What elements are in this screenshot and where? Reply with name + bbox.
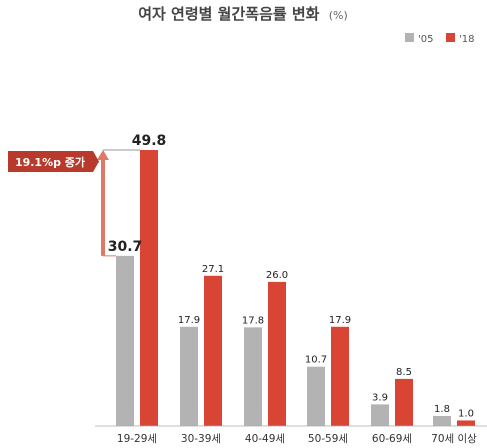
value-label-2005-1: 17.9 bbox=[178, 315, 200, 326]
bar-2005-0 bbox=[116, 255, 134, 426]
value-labels-group: 30.7 49.8 17.9 27.1 17.8 26.0 10.7 17.9 3.9 8.5 1.… bbox=[108, 133, 474, 419]
bar-2005-1 bbox=[180, 326, 198, 426]
value-label-2018-3: 17.9 bbox=[329, 315, 351, 326]
callout-box-pointer bbox=[93, 151, 99, 172]
bar-2018-4 bbox=[395, 378, 413, 426]
chart-title-unit: (%) bbox=[329, 9, 348, 22]
value-label-2018-1: 27.1 bbox=[202, 264, 224, 275]
value-label-2005-4: 3.9 bbox=[372, 392, 388, 403]
bar-2005-4 bbox=[371, 404, 389, 426]
callout-arrow-shaft bbox=[101, 159, 105, 256]
legend-label-0: '05 bbox=[418, 34, 433, 45]
category-label-3: 50-59세 bbox=[308, 433, 348, 445]
category-label-5: 70세 이상 bbox=[431, 433, 477, 445]
bar-2018-0 bbox=[140, 150, 158, 426]
category-label-2: 40-49세 bbox=[245, 433, 285, 445]
category-label-0: 19-29세 bbox=[117, 433, 157, 445]
bar-2018-5 bbox=[457, 420, 475, 426]
bars-group bbox=[116, 150, 475, 426]
up-arrow-icon bbox=[97, 150, 109, 160]
bar-2005-2 bbox=[244, 327, 262, 426]
svg-text:여자 연령별 월간폭음률 변화 (%): 여자 연령별 월간폭음률 변화 (%) bbox=[138, 5, 348, 23]
value-label-2018-2: 26.0 bbox=[266, 270, 288, 281]
bar-2005-3 bbox=[307, 366, 325, 426]
callout-label: 19.1%p 증가 bbox=[15, 155, 85, 169]
value-label-2005-2: 17.8 bbox=[242, 315, 264, 326]
value-label-2005-0: 30.7 bbox=[108, 239, 143, 255]
bar-2005-5 bbox=[433, 416, 451, 426]
bar-2018-2 bbox=[268, 281, 286, 426]
chart-title: 여자 연령별 월간폭음률 변화 bbox=[138, 5, 319, 23]
legend-label-1: '18 bbox=[459, 34, 474, 45]
value-label-2005-5: 1.8 bbox=[434, 404, 450, 415]
value-label-2018-5: 1.0 bbox=[458, 408, 474, 419]
increase-callout: 19.1%p 증가 bbox=[8, 149, 140, 257]
category-label-1: 30-39세 bbox=[181, 433, 221, 445]
value-label-2018-0: 49.8 bbox=[132, 133, 167, 149]
category-label-4: 60-69세 bbox=[372, 433, 412, 445]
legend-swatch-1 bbox=[446, 33, 455, 42]
value-label-2018-4: 8.5 bbox=[396, 367, 412, 378]
chart-title-group: 여자 연령별 월간폭음률 변화 (%) bbox=[138, 5, 348, 23]
bar-2018-1 bbox=[204, 275, 222, 426]
value-label-2005-3: 10.7 bbox=[305, 355, 327, 366]
category-labels-group: 19-29세 30-39세 40-49세 50-59세 60-69세 70세 이상 bbox=[117, 433, 477, 445]
legend: '05 '18 bbox=[405, 33, 474, 45]
callout-box bbox=[8, 151, 93, 172]
bar-2018-3 bbox=[331, 326, 349, 426]
legend-swatch-0 bbox=[405, 33, 414, 42]
